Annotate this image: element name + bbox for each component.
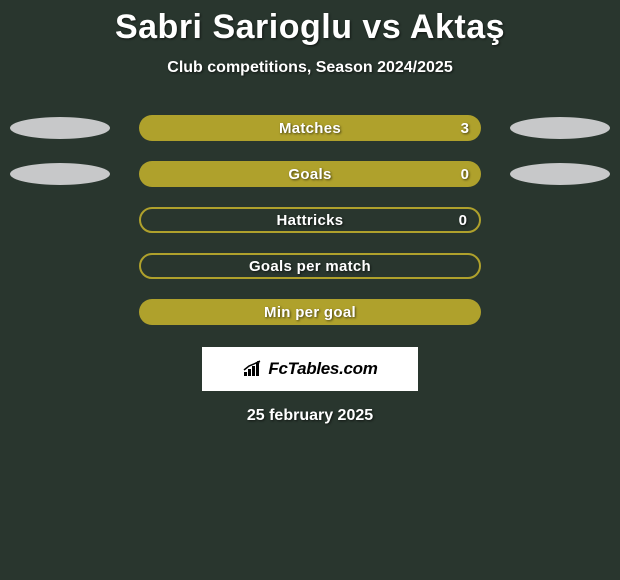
stat-bar: Matches 3 xyxy=(139,115,481,141)
stat-rows: Matches 3 Goals 0 Hattricks 0 Goals per match M… xyxy=(0,115,620,325)
stat-value: 0 xyxy=(459,212,467,229)
stat-bar: Goals 0 xyxy=(139,161,481,187)
player-left-ellipse xyxy=(10,117,110,139)
stat-label: Goals per match xyxy=(249,258,371,275)
logo-text: FcTables.com xyxy=(268,359,377,379)
stat-bar: Hattricks 0 xyxy=(139,207,481,233)
stat-row: Goals 0 xyxy=(0,161,620,187)
stat-label: Matches xyxy=(279,120,341,137)
stat-bar: Goals per match xyxy=(139,253,481,279)
stat-bar: Min per goal xyxy=(139,299,481,325)
player-left-ellipse xyxy=(10,163,110,185)
stat-value: 0 xyxy=(461,166,469,183)
stat-label: Min per goal xyxy=(264,304,356,321)
fctables-logo: FcTables.com xyxy=(202,347,418,391)
season-subtitle: Club competitions, Season 2024/2025 xyxy=(0,59,620,77)
player-right-ellipse xyxy=(510,117,610,139)
snapshot-date: 25 february 2025 xyxy=(0,407,620,425)
stat-label: Hattricks xyxy=(277,212,344,229)
chart-icon xyxy=(242,360,264,378)
player-right-ellipse xyxy=(510,163,610,185)
stat-row: Matches 3 xyxy=(0,115,620,141)
stat-row: Min per goal xyxy=(0,299,620,325)
stat-row: Hattricks 0 xyxy=(0,207,620,233)
stat-value: 3 xyxy=(461,120,469,137)
stat-row: Goals per match xyxy=(0,253,620,279)
stat-label: Goals xyxy=(288,166,331,183)
comparison-title: Sabri Sarioglu vs Aktaş xyxy=(0,0,620,47)
